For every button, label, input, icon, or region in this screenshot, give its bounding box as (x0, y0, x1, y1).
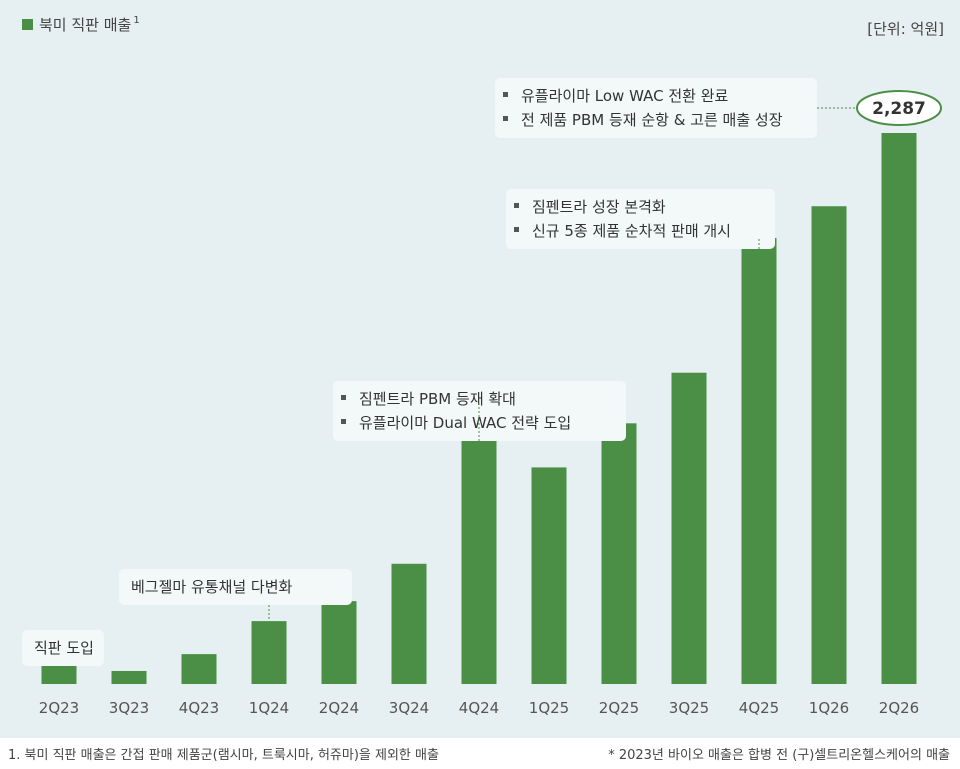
bar-3Q23 (111, 670, 147, 684)
bar-1Q26 (811, 206, 847, 684)
x-tick-label: 3Q24 (389, 699, 429, 717)
x-tick-label: 2Q24 (319, 699, 359, 717)
annotation-bullet (341, 395, 346, 400)
annotation-text: 베그젤마 유통채널 다변화 (131, 578, 293, 596)
bar-2Q26 (881, 133, 917, 684)
legend-footnote-mark: 1 (133, 15, 140, 26)
annotation-bullet (503, 116, 508, 121)
footnote-left: 1. 북미 직판 매출은 간접 판매 제품군(램시마, 트룩시마, 허쥬마)을 … (8, 748, 439, 763)
bar-2Q25 (601, 423, 637, 684)
bar-chart: 2Q23 3Q23 4Q23 1Q24 2Q24 3Q24 4Q24 1Q25 2Q25 3Q25… (22, 78, 942, 717)
x-tick-label: 4Q25 (739, 699, 779, 717)
annotation-box (22, 630, 104, 666)
data-label-oval (856, 90, 942, 126)
plot-area: 북미 직판 매출 1 [단위: 억원] 2Q23 3Q23 4Q23 1Q24 2Q24… (0, 0, 960, 738)
annotation-bullet (514, 227, 519, 232)
annotation-text: 직판 도입 (34, 639, 94, 657)
annotation-text: 전 제품 PBM 등재 순항 & 고른 매출 성장 (521, 111, 783, 129)
annotation-bullet (503, 92, 508, 97)
x-tick-label: 1Q26 (809, 699, 849, 717)
annotation-text: 짐펜트라 성장 본격화 (532, 198, 666, 216)
legend-swatch (22, 19, 33, 30)
x-tick-label: 2Q26 (879, 699, 919, 717)
bar-4Q24 (461, 402, 497, 684)
bar-4Q23 (181, 654, 217, 684)
x-tick-label: 3Q23 (109, 699, 149, 717)
bar-3Q25 (671, 372, 707, 684)
x-tick-label: 4Q24 (459, 699, 499, 717)
x-tick-label: 2Q23 (39, 699, 79, 717)
annotation-bullet (341, 419, 346, 424)
annotation-bullet (514, 203, 519, 208)
annotation-box (119, 569, 352, 605)
legend-label: 북미 직판 매출 (39, 16, 132, 34)
x-tick-label: 4Q23 (179, 699, 219, 717)
bar-3Q24 (391, 563, 427, 684)
annotation-box (506, 189, 775, 249)
unit-label: [단위: 억원] (867, 20, 944, 38)
annotation-text: 짐펜트라 PBM 등재 확대 (359, 390, 516, 408)
bar-4Q25 (741, 238, 777, 684)
legend: 북미 직판 매출 1 (22, 14, 140, 35)
x-tick-label: 3Q25 (669, 699, 709, 717)
footer: 1. 북미 직판 매출은 간접 판매 제품군(램시마, 트룩시마, 허쥬마)을 … (0, 738, 960, 769)
annotation-text: 유플라이마 Dual WAC 전략 도입 (359, 414, 571, 432)
x-tick-label: 2Q25 (599, 699, 639, 717)
bar-1Q24 (251, 621, 287, 684)
bar-2Q24 (321, 601, 357, 684)
annotation-box (495, 78, 817, 138)
data-label: 2,287 (872, 99, 926, 119)
x-tick-label: 1Q24 (249, 699, 289, 717)
bar-1Q25 (531, 467, 567, 684)
annotation-text: 유플라이마 Low WAC 전환 완료 (521, 87, 728, 105)
annotation-text: 신규 5종 제품 순차적 판매 개시 (532, 222, 731, 240)
footnote-right: * 2023년 바이오 매출은 합병 전 (구)셀트리온헬스케어의 매출 (608, 748, 950, 763)
x-tick-label: 1Q25 (529, 699, 569, 717)
